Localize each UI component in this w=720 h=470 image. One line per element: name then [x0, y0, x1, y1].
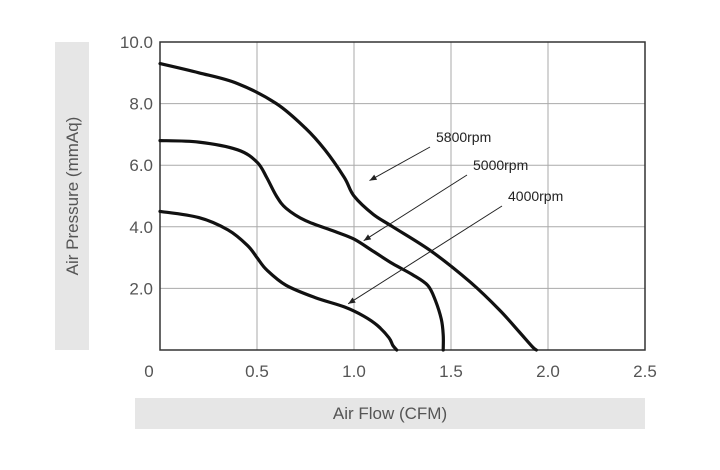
y-tick-labels: 2.0 4.0 6.0 8.0 10.0	[120, 33, 153, 298]
x-axis-title-band	[135, 398, 645, 429]
x-tick-label: 1.0	[342, 362, 366, 381]
annotation-leader-line	[369, 146, 431, 182]
y-axis-title: Air Pressure (mmAq)	[63, 117, 82, 276]
annotation-leader-line	[347, 205, 503, 305]
x-axis-title: Air Flow (CFM)	[333, 404, 447, 423]
y-tick-label: 6.0	[129, 156, 153, 175]
series-lines	[158, 62, 538, 352]
x-tick-label: 0	[144, 362, 153, 381]
x-tick-label: 1.5	[439, 362, 463, 381]
annotation-label: 4000rpm	[508, 188, 563, 204]
y-tick-label: 8.0	[129, 95, 153, 114]
y-tick-label: 4.0	[129, 218, 153, 237]
x-tick-label: 2.5	[633, 362, 657, 381]
annotation-arrowhead	[348, 297, 356, 304]
y-tick-label: 2.0	[129, 279, 153, 298]
series-line-5800rpm	[158, 62, 538, 352]
series-line-5000rpm	[158, 139, 445, 352]
y-tick-label: 10.0	[120, 33, 153, 52]
annotation-label: 5000rpm	[473, 157, 528, 173]
plot-frame	[159, 41, 646, 351]
annotation-label: 5800rpm	[436, 129, 491, 145]
x-tick-label: 0.5	[245, 362, 269, 381]
annotation-arrowhead	[363, 234, 372, 241]
annotation-leader-line	[363, 174, 468, 242]
x-tick-labels: 0 0.5 1.0 1.5 2.0 2.5	[144, 362, 657, 381]
x-tick-label: 2.0	[536, 362, 560, 381]
y-axis-title-band	[55, 42, 89, 350]
series-line-4000rpm	[158, 209, 399, 352]
grid-lines	[160, 42, 645, 350]
annotation-arrowhead	[369, 174, 378, 181]
annotations: 5800rpm 5000rpm 4000rpm	[347, 129, 563, 305]
